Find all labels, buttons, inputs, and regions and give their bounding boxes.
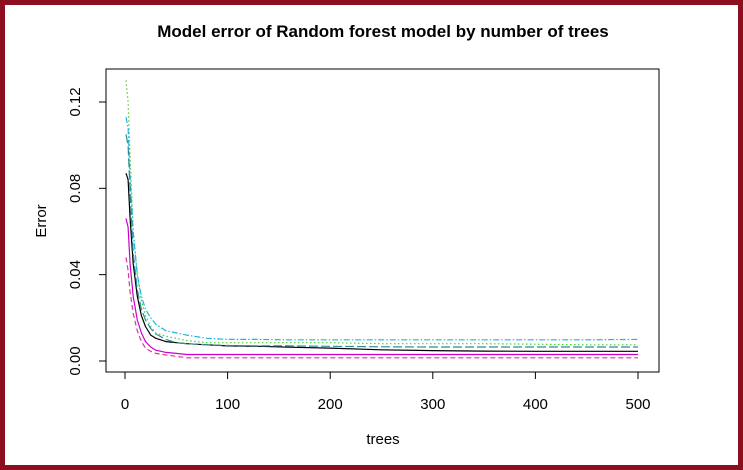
x-tick-label: 500 — [625, 396, 650, 413]
y-tick-label: 0.08 — [67, 174, 84, 203]
y-tick-label: 0.04 — [67, 260, 84, 289]
series-layer — [125, 80, 639, 359]
x-tick-label: 0 — [121, 396, 129, 413]
y-tick-label: 0.00 — [67, 346, 84, 375]
series-line-2 — [125, 257, 638, 359]
y-axis-label: Error — [33, 204, 50, 237]
x-tick-label: 100 — [215, 396, 240, 413]
y-axis: 0.00 0.04 0.08 0.12 — [67, 87, 107, 376]
plot-box — [105, 68, 660, 373]
x-axis: 0 100 200 300 400 500 — [121, 371, 651, 413]
x-tick-label: 300 — [420, 396, 445, 413]
x-tick-label: 400 — [523, 396, 548, 413]
x-axis-label: trees — [366, 431, 399, 448]
series-line-4 — [125, 116, 639, 341]
series-line-1 — [125, 173, 638, 352]
y-tick-label: 0.12 — [67, 87, 84, 116]
x-tick-label: 200 — [318, 396, 343, 413]
series-line-6 — [125, 218, 638, 356]
series-line-5 — [125, 134, 638, 348]
chart-title: Model error of Random forest model by nu… — [157, 22, 609, 41]
